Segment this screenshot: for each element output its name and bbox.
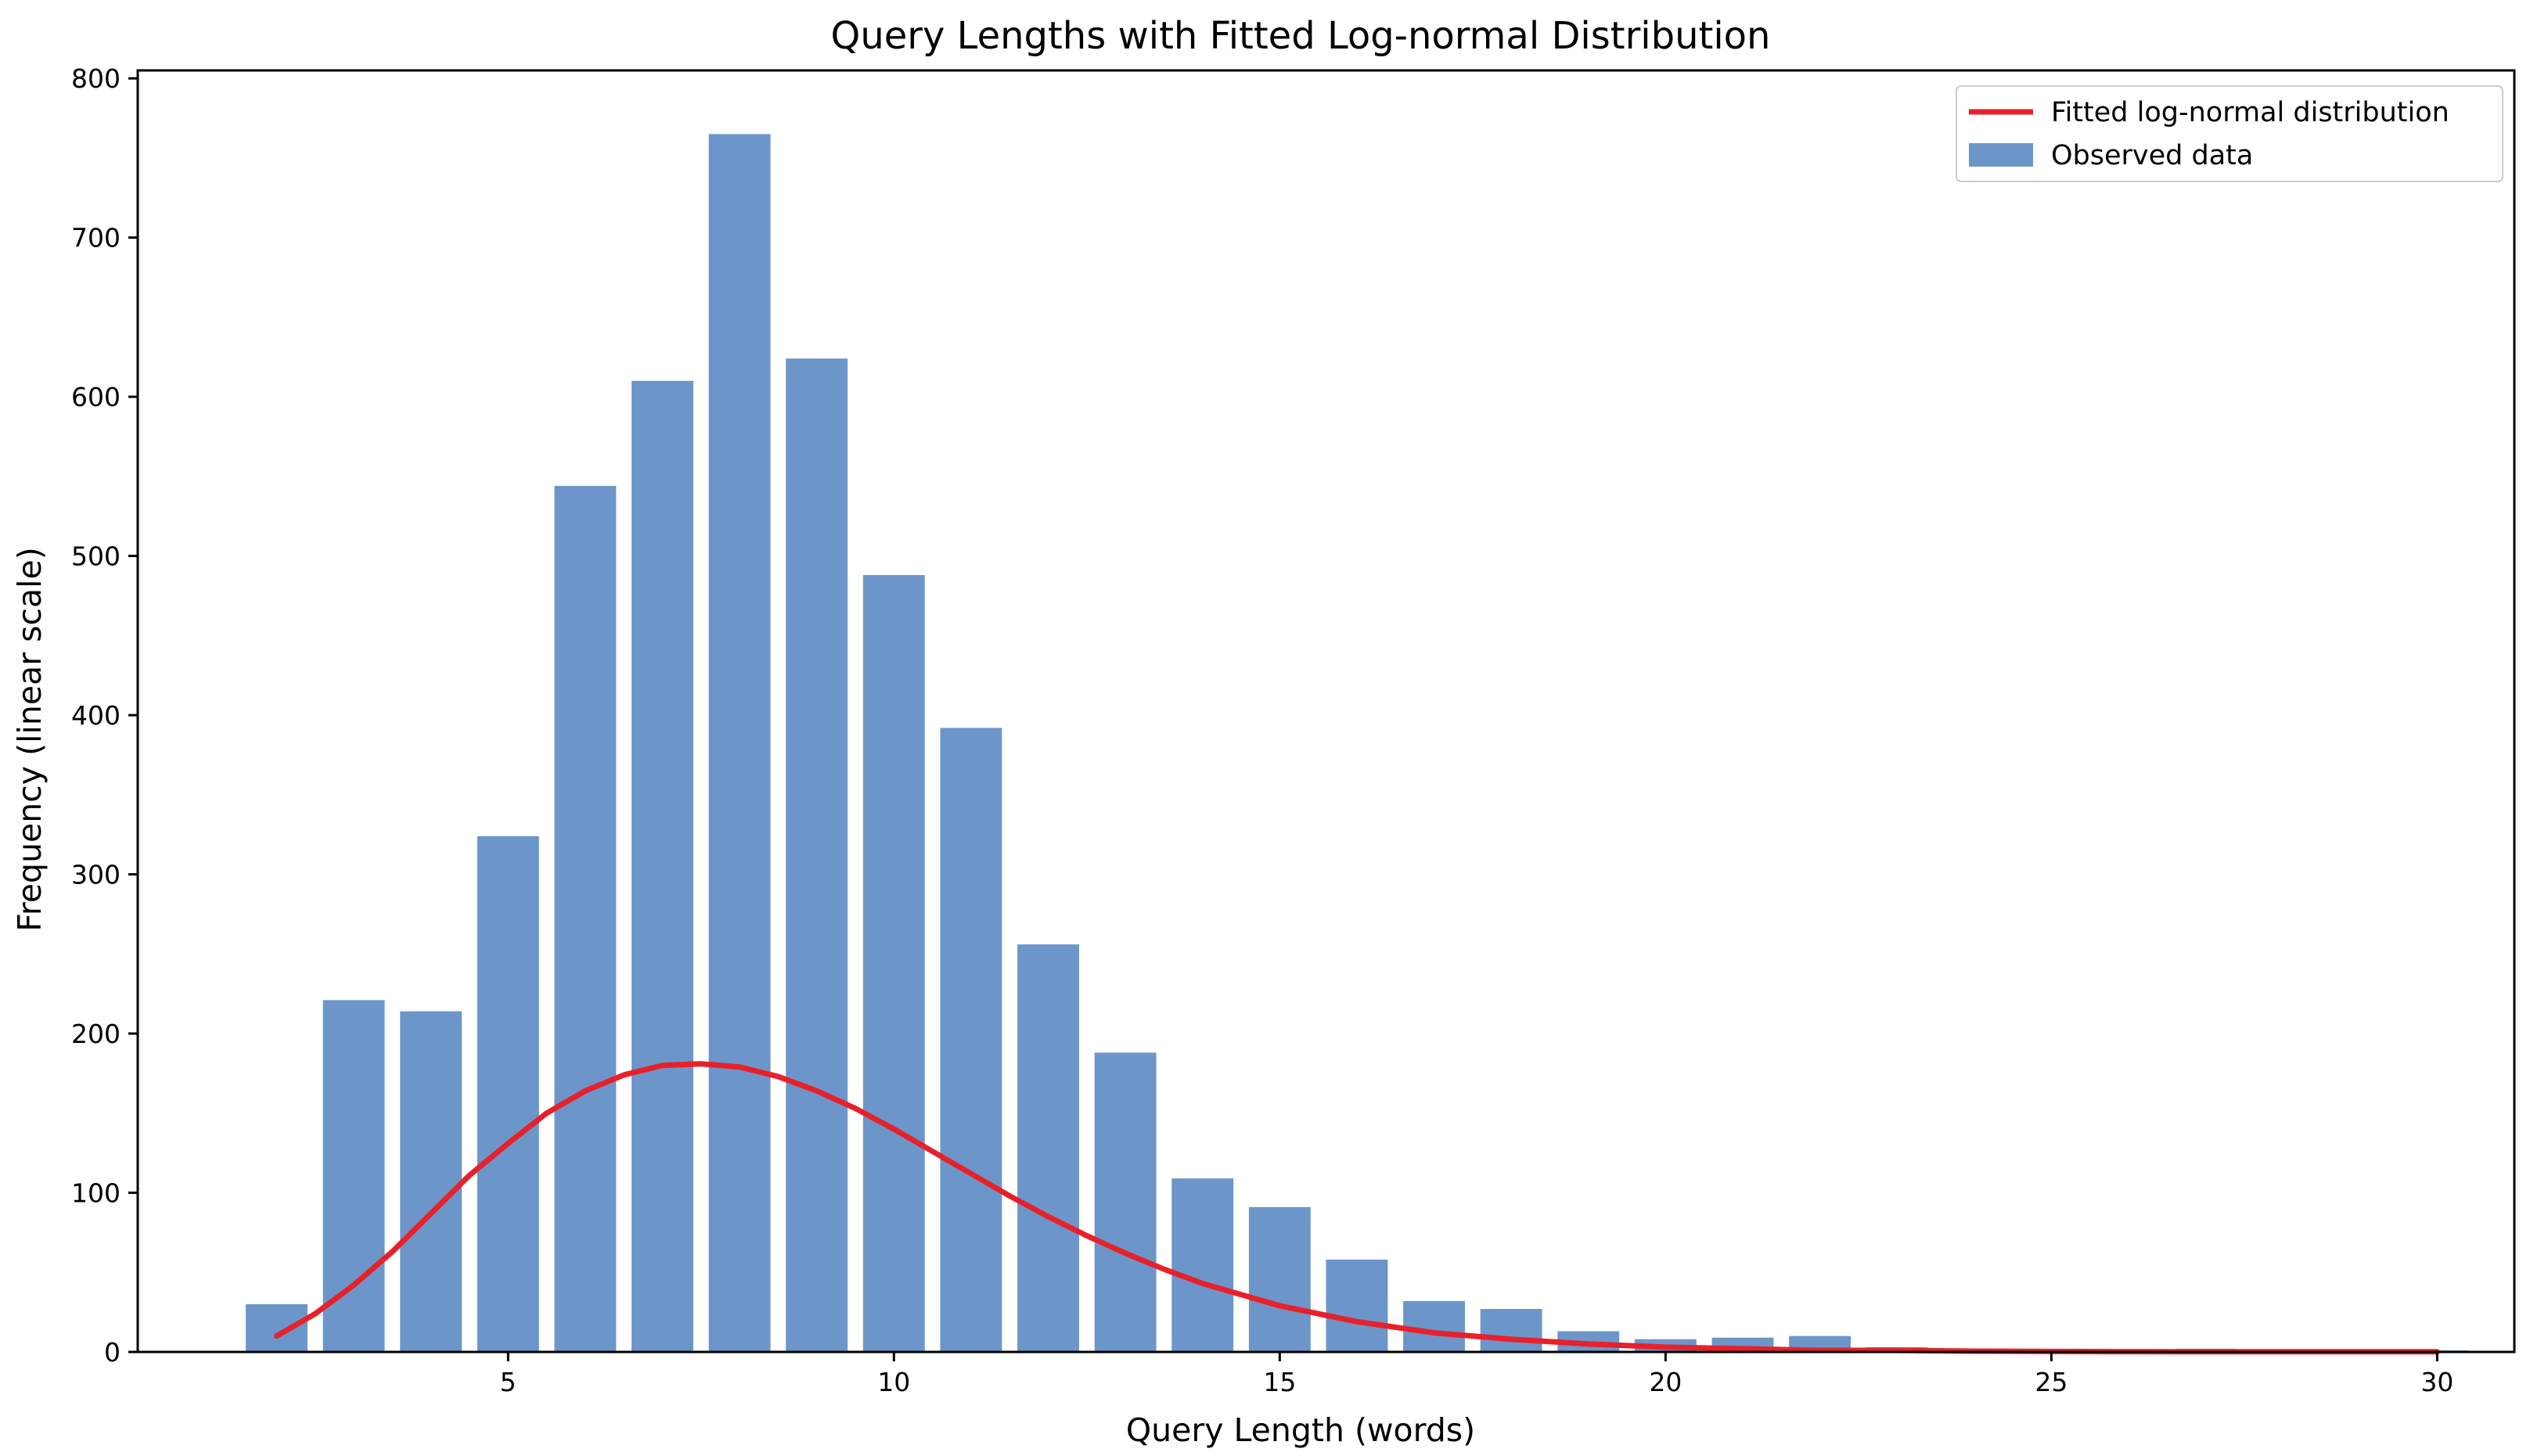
bars-layer xyxy=(246,134,2468,1352)
legend-label-fitted: Fitted log-normal distribution xyxy=(2051,97,2449,128)
x-tick-label-15: 15 xyxy=(1263,1367,1296,1397)
bar-14 xyxy=(1171,1178,1234,1352)
x-tick-label-20: 20 xyxy=(1649,1367,1682,1397)
bar-7 xyxy=(632,380,693,1352)
legend-label-observed: Observed data xyxy=(2051,140,2253,171)
x-tick-label-5: 5 xyxy=(500,1367,516,1397)
bar-15 xyxy=(1248,1206,1311,1352)
line-layer xyxy=(273,1061,2440,1355)
y-tick-label-400: 400 xyxy=(71,700,121,731)
bar-17 xyxy=(1403,1300,1465,1352)
bar-13 xyxy=(1094,1052,1157,1352)
bar-12 xyxy=(1017,944,1079,1352)
bar-16 xyxy=(1326,1259,1388,1352)
y-axis-label: Frequency (linear scale) xyxy=(11,547,49,931)
x-tick-label-30: 30 xyxy=(2420,1367,2453,1397)
y-tick-label-800: 800 xyxy=(71,63,121,94)
bar-5 xyxy=(477,836,539,1352)
bar-4 xyxy=(400,1011,462,1352)
bar-18 xyxy=(1480,1309,1542,1352)
legend-box xyxy=(1956,85,2503,182)
chart-title: Query Lengths with Fitted Log-normal Dis… xyxy=(831,14,1771,58)
fitted-line xyxy=(273,1061,2440,1355)
y-tick-label-300: 300 xyxy=(71,860,121,890)
bar-8 xyxy=(708,134,771,1352)
y-tick-label-0: 0 xyxy=(104,1337,121,1368)
plot-frame xyxy=(136,69,2516,1354)
bar-9 xyxy=(786,358,848,1352)
bar-6 xyxy=(554,486,617,1352)
x-tick-label-25: 25 xyxy=(2035,1367,2068,1397)
legend-bar-swatch xyxy=(1969,143,2033,167)
bar-10 xyxy=(862,575,925,1352)
bar-2 xyxy=(246,1303,308,1352)
legend: Fitted log-normal distribution Observed d… xyxy=(1956,85,2503,182)
x-axis-label: Query Length (words) xyxy=(1126,1411,1475,1449)
y-tick-label-500: 500 xyxy=(71,541,121,572)
y-tick-label-600: 600 xyxy=(71,382,121,412)
y-tick-label-200: 200 xyxy=(71,1019,121,1049)
bar-3 xyxy=(322,1000,385,1352)
bar-11 xyxy=(940,728,1002,1352)
y-tick-label-100: 100 xyxy=(71,1178,121,1209)
x-tick-label-10: 10 xyxy=(877,1367,910,1397)
y-tick-label-700: 700 xyxy=(71,223,121,253)
